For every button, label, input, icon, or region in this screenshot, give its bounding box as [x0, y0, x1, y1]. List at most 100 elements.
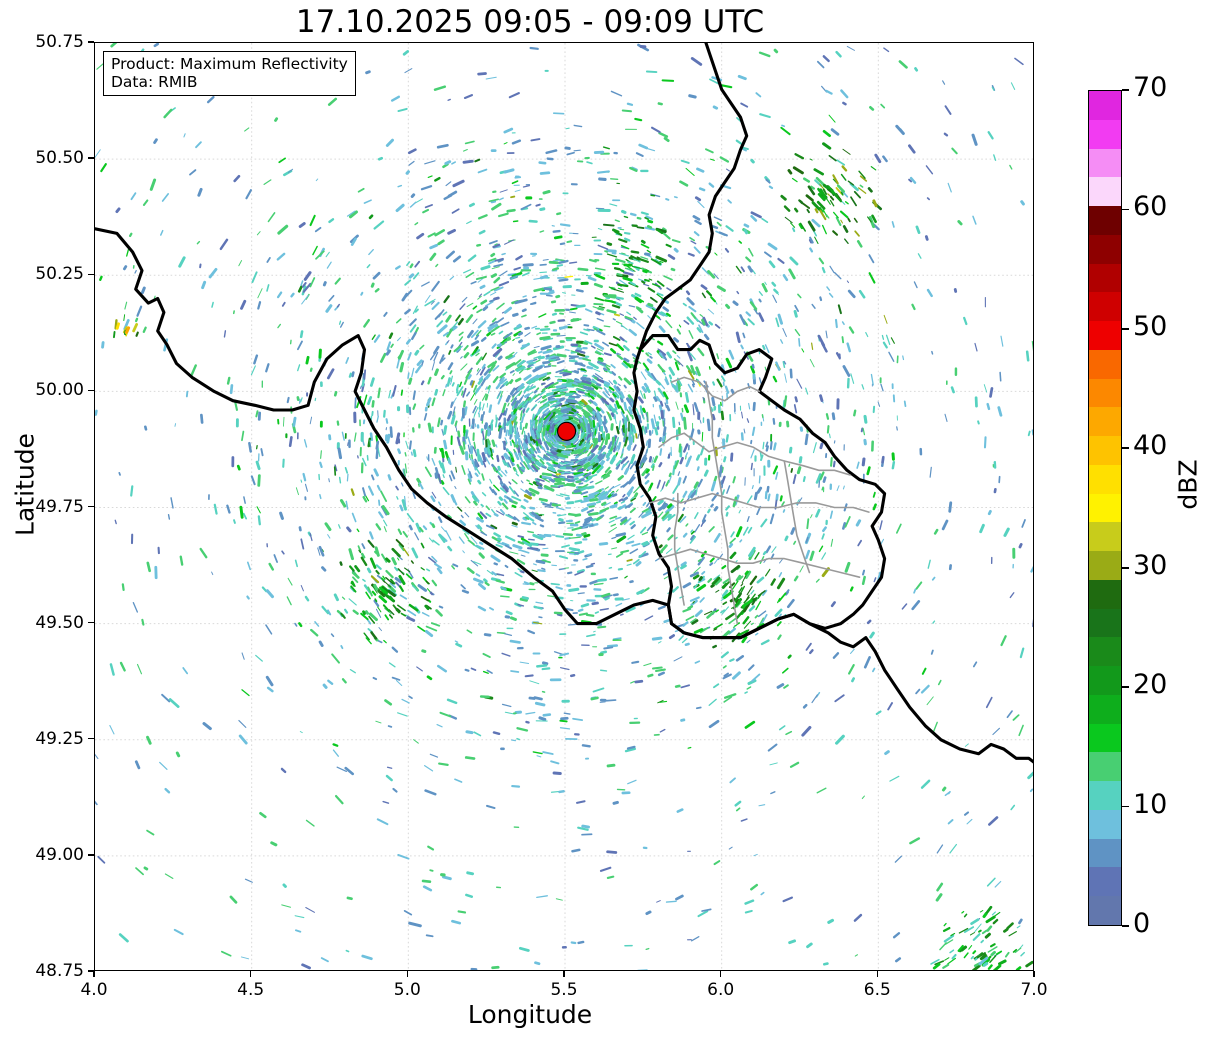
colorbar-band [1089, 493, 1121, 523]
colorbar-tickmark [1122, 328, 1129, 330]
colorbar-band [1089, 551, 1121, 580]
border-belgium-france [95, 227, 674, 626]
y-tickmark [88, 41, 94, 43]
colorbar-band [1089, 608, 1121, 638]
x-tick-label: 7.0 [1020, 980, 1048, 1000]
colorbar-band [1089, 723, 1121, 753]
radar-map-svg [95, 43, 1033, 970]
x-tick-label: 5.5 [550, 980, 578, 1000]
x-tick-label: 4.5 [237, 980, 265, 1000]
border-luxembourg [632, 334, 887, 640]
x-axis-title: Longitude [467, 1000, 593, 1029]
y-tick-label: 50.50 [35, 148, 84, 169]
colorbar-band [1089, 119, 1121, 149]
colorbar-band [1089, 464, 1121, 494]
y-tick-label: 50.00 [35, 380, 84, 401]
y-tick-label: 48.75 [35, 961, 84, 981]
colorbar-band [1089, 349, 1121, 379]
x-tickmark [563, 971, 565, 977]
colorbar-tick-label: 40 [1133, 430, 1168, 462]
y-tickmark [88, 505, 94, 508]
region-border-6 [673, 492, 685, 606]
y-tick-label: 49.00 [35, 844, 84, 865]
x-tick-label: 6.0 [707, 980, 735, 1000]
y-tickmark [88, 621, 94, 624]
colorbar-band [1089, 637, 1121, 666]
colorbar-band [1089, 579, 1121, 609]
colorbar-band [1089, 436, 1121, 465]
y-tickmark [88, 273, 94, 275]
colorbar-band [1089, 407, 1121, 436]
region-border-7 [783, 460, 811, 574]
colorbar-tick-label: 30 [1133, 549, 1168, 581]
colorbar-tick-label: 50 [1133, 310, 1168, 342]
colorbar-band [1089, 867, 1121, 896]
colorbar-band [1089, 838, 1121, 868]
y-tick-label: 49.50 [35, 612, 84, 633]
colorbar[interactable] [1088, 90, 1122, 926]
colorbar-band [1089, 321, 1121, 350]
border-belgium-germany [638, 43, 749, 352]
x-tickmark [876, 971, 879, 977]
y-tickmark [88, 157, 94, 159]
y-tickmark [88, 389, 94, 392]
figure-title: 17.10.2025 09:05 - 09:09 UTC [295, 4, 765, 40]
colorbar-tick-label: 10 [1133, 788, 1168, 820]
y-tickmark [88, 970, 94, 972]
y-tick-label: 49.25 [35, 728, 84, 749]
colorbar-band [1089, 177, 1121, 206]
colorbar-tickmark [1122, 686, 1129, 688]
colorbar-tickmark [1122, 566, 1129, 569]
colorbar-band [1089, 809, 1121, 839]
region-border-1 [670, 376, 761, 402]
x-tick-label: 6.5 [863, 980, 891, 1000]
colorbar-band [1089, 234, 1121, 264]
colorbar-tickmark [1122, 89, 1129, 91]
region-border-4 [658, 548, 861, 578]
radar-site-marker[interactable] [557, 421, 577, 441]
x-tick-label: 5.0 [393, 980, 421, 1000]
colorbar-band [1089, 91, 1121, 120]
product-info-box: Product: Maximum Reflectivity Data: RMIB [103, 51, 356, 96]
map-plot-area[interactable] [94, 42, 1034, 971]
colorbar-tick-label: 0 [1133, 908, 1151, 939]
colorbar-tick-label: 60 [1133, 191, 1168, 223]
colorbar-band [1089, 752, 1121, 781]
colorbar-tickmark [1122, 805, 1129, 808]
colorbar-tickmark [1122, 208, 1129, 211]
data-source-line: Data: RMIB [111, 73, 198, 91]
x-tickmark [249, 971, 252, 977]
y-tick-label: 49.75 [35, 496, 84, 517]
colorbar-title: dBZ [1173, 459, 1203, 510]
colorbar-band [1089, 263, 1121, 293]
colorbar-band [1089, 781, 1121, 810]
y-tick-label: 50.25 [35, 264, 84, 285]
radar-echoes [95, 43, 1033, 970]
colorbar-tick-label: 20 [1133, 669, 1168, 701]
colorbar-band [1089, 666, 1121, 695]
y-axis-title: Latitude [10, 433, 40, 536]
gridlines [95, 43, 1033, 970]
x-tick-label: 4.0 [80, 980, 108, 1000]
x-tickmark [406, 971, 409, 977]
region-border-2 [658, 432, 851, 476]
x-tickmark [1033, 971, 1035, 977]
colorbar-band [1089, 694, 1121, 724]
colorbar-band [1089, 378, 1121, 408]
region-border-3 [648, 492, 870, 513]
y-tickmark [88, 854, 94, 856]
colorbar-tickmark [1122, 925, 1129, 927]
colorbar-tickmark [1122, 447, 1129, 450]
colorbar-band [1089, 148, 1121, 178]
colorbar-band [1089, 522, 1121, 551]
region-border-5 [705, 381, 739, 625]
x-tickmark [719, 971, 722, 977]
colorbar-band [1089, 292, 1121, 321]
colorbar-band [1089, 896, 1121, 925]
y-tickmark [88, 738, 94, 740]
colorbar-band [1089, 206, 1121, 235]
y-tick-label: 50.75 [35, 32, 84, 52]
x-tickmark [93, 971, 95, 977]
product-line: Product: Maximum Reflectivity [111, 55, 348, 73]
